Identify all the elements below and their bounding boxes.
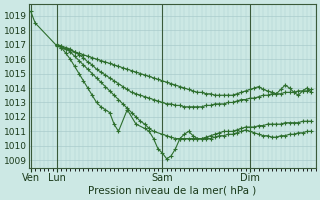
- X-axis label: Pression niveau de la mer( hPa ): Pression niveau de la mer( hPa ): [88, 186, 256, 196]
